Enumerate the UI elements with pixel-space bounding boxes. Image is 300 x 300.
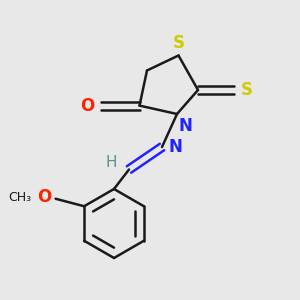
Text: N: N: [169, 138, 182, 156]
Text: CH₃: CH₃: [8, 191, 32, 204]
Text: N: N: [178, 117, 192, 135]
Text: O: O: [80, 97, 95, 115]
Text: S: S: [241, 81, 253, 99]
Text: S: S: [172, 34, 184, 52]
Text: O: O: [37, 188, 51, 206]
Text: H: H: [106, 155, 117, 170]
